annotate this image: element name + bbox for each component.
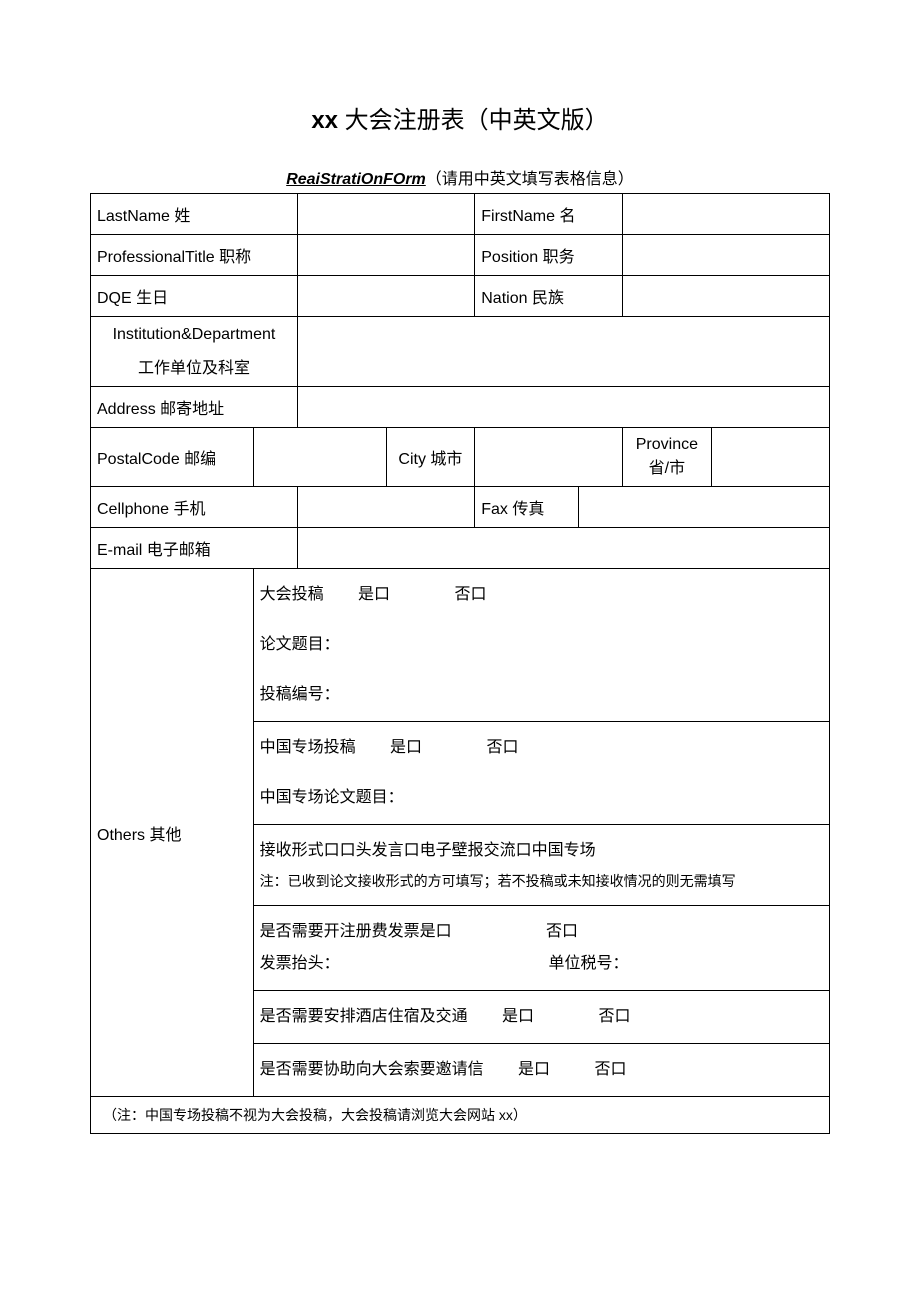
row-address: Address 邮寄地址 <box>91 387 830 428</box>
label-lastname: LastName 姓 <box>91 194 298 235</box>
input-address[interactable] <box>297 387 829 428</box>
hotel-q: 是否需要安排酒店住宿及交通 <box>260 1008 468 1025</box>
input-fax[interactable] <box>578 487 829 528</box>
page-container: xx 大会注册表（中英文版） ReaiStratiOnFOrm（请用中英文填写表… <box>0 0 920 1301</box>
invite-no[interactable]: 否口 <box>595 1061 627 1078</box>
invoice-no[interactable]: 否口 <box>546 923 578 940</box>
submit-no[interactable]: 否口 <box>455 586 487 603</box>
row-proftitle: ProfessionalTitle 职称 Position 职务 <box>91 235 830 276</box>
input-lastname[interactable] <box>297 194 474 235</box>
registration-table: LastName 姓 FirstName 名 ProfessionalTitle… <box>90 193 830 1134</box>
title-prefix: xx <box>311 107 338 134</box>
input-email[interactable] <box>297 528 829 569</box>
row-others-1: Others 其他 大会投稿 是口 否口 论文题目： 投稿编号： <box>91 569 830 722</box>
label-others: Others 其他 <box>91 569 254 1097</box>
invite-q: 是否需要协助向大会索要邀请信 <box>260 1061 484 1078</box>
accept-note: 注：已收到论文接收形式的方可填写；若不投稿或未知接收情况的则无需填写 <box>260 867 823 895</box>
china-submit-label: 中国专场投稿 <box>260 739 356 756</box>
input-postal[interactable] <box>253 428 386 487</box>
input-cellphone[interactable] <box>297 487 474 528</box>
others-submission: 大会投稿 是口 否口 论文题目： 投稿编号： <box>253 569 829 722</box>
china-no[interactable]: 否口 <box>487 739 519 756</box>
label-province: Province 省/市 <box>623 428 712 487</box>
others-accept: 接收形式口口头发言口电子壁报交流口中国专场 注：已收到论文接收形式的方可填写；若… <box>253 825 829 906</box>
label-address: Address 邮寄地址 <box>91 387 298 428</box>
label-institution-line2: 工作单位及科室 <box>97 354 291 378</box>
label-firstname: FirstName 名 <box>475 194 623 235</box>
subtitle: ReaiStratiOnFOrm（请用中英文填写表格信息） <box>90 165 830 189</box>
china-title-label: 中国专场论文题目： <box>260 782 823 814</box>
submit-yes[interactable]: 是口 <box>358 586 390 603</box>
footer-note: （注：中国专场投稿不视为大会投稿，大会投稿请浏览大会网站 xx） <box>91 1097 830 1134</box>
label-institution: Institution&Department 工作单位及科室 <box>91 317 298 387</box>
input-province[interactable] <box>711 428 829 487</box>
others-invoice: 是否需要开注册费发票是口 否口 发票抬头： 单位税号： <box>253 906 829 991</box>
others-hotel: 是否需要安排酒店住宿及交通 是口 否口 <box>253 991 829 1044</box>
label-institution-line1: Institution&Department <box>113 326 276 343</box>
others-invite: 是否需要协助向大会索要邀请信 是口 否口 <box>253 1044 829 1097</box>
invite-yes[interactable]: 是口 <box>518 1061 550 1078</box>
input-firstname[interactable] <box>623 194 830 235</box>
hotel-yes[interactable]: 是口 <box>502 1008 534 1025</box>
input-institution[interactable] <box>297 317 829 387</box>
row-dob: DQE 生日 Nation 民族 <box>91 276 830 317</box>
label-fax: Fax 传真 <box>475 487 578 528</box>
row-lastname: LastName 姓 FirstName 名 <box>91 194 830 235</box>
input-dob[interactable] <box>297 276 474 317</box>
title-main: 大会注册表（中英文版） <box>338 107 609 134</box>
submit-label: 大会投稿 <box>260 586 324 603</box>
label-proftitle: ProfessionalTitle 职称 <box>91 235 298 276</box>
row-cellphone: Cellphone 手机 Fax 传真 <box>91 487 830 528</box>
row-email: E-mail 电子邮箱 <box>91 528 830 569</box>
tax-no: 单位税号： <box>549 955 629 972</box>
subtitle-bold: ReaiStratiOnFOrm <box>286 171 426 188</box>
label-postal: PostalCode 邮编 <box>91 428 254 487</box>
input-proftitle[interactable] <box>297 235 474 276</box>
hotel-no[interactable]: 否口 <box>599 1008 631 1025</box>
row-footer-note: （注：中国专场投稿不视为大会投稿，大会投稿请浏览大会网站 xx） <box>91 1097 830 1134</box>
label-nation: Nation 民族 <box>475 276 623 317</box>
label-cellphone: Cellphone 手机 <box>91 487 298 528</box>
others-china: 中国专场投稿 是口 否口 中国专场论文题目： <box>253 722 829 825</box>
input-position[interactable] <box>623 235 830 276</box>
label-position: Position 职务 <box>475 235 623 276</box>
label-email: E-mail 电子邮箱 <box>91 528 298 569</box>
input-city[interactable] <box>475 428 623 487</box>
label-city: City 城市 <box>386 428 475 487</box>
paper-title-label: 论文题目： <box>260 629 823 661</box>
row-postal: PostalCode 邮编 City 城市 Province 省/市 <box>91 428 830 487</box>
submission-id-label: 投稿编号： <box>260 679 823 711</box>
accept-form-label: 接收形式口口头发言口电子壁报交流口中国专场 <box>260 835 823 867</box>
china-yes[interactable]: 是口 <box>390 739 422 756</box>
subtitle-rest: （请用中英文填写表格信息） <box>426 171 634 188</box>
input-nation[interactable] <box>623 276 830 317</box>
label-dob: DQE 生日 <box>91 276 298 317</box>
row-institution: Institution&Department 工作单位及科室 <box>91 317 830 387</box>
invoice-q: 是否需要开注册费发票是口 <box>260 923 452 940</box>
page-title: xx 大会注册表（中英文版） <box>90 100 830 135</box>
invoice-head: 发票抬头： <box>260 955 340 972</box>
